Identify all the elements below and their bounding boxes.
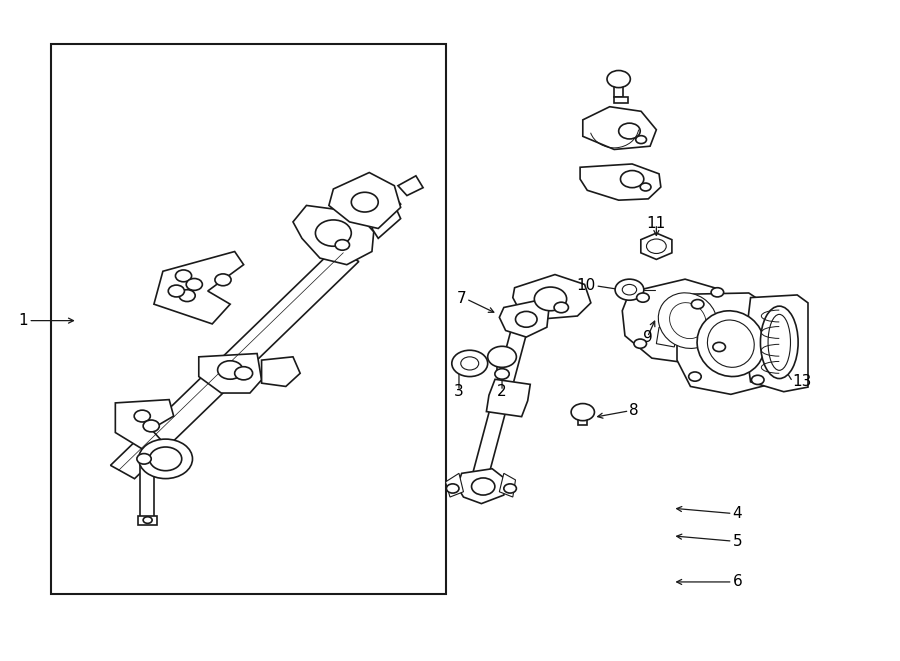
Polygon shape (469, 319, 530, 490)
Circle shape (636, 293, 649, 302)
Circle shape (179, 290, 195, 301)
Polygon shape (457, 469, 507, 504)
Polygon shape (641, 233, 672, 259)
Polygon shape (497, 357, 508, 372)
Text: 3: 3 (454, 383, 464, 399)
Polygon shape (486, 379, 530, 416)
Ellipse shape (760, 306, 798, 379)
Polygon shape (382, 199, 400, 214)
Circle shape (618, 123, 640, 139)
Polygon shape (583, 106, 656, 149)
Circle shape (472, 478, 495, 495)
Polygon shape (580, 164, 661, 200)
Circle shape (168, 285, 184, 297)
Bar (50, 44, 446, 594)
Text: 4: 4 (733, 506, 742, 521)
Polygon shape (500, 301, 549, 337)
Circle shape (235, 367, 253, 380)
Polygon shape (656, 327, 677, 347)
Circle shape (516, 311, 537, 327)
Circle shape (646, 239, 666, 253)
Ellipse shape (707, 320, 754, 368)
Circle shape (691, 299, 704, 309)
Circle shape (488, 346, 517, 368)
Text: 10: 10 (576, 278, 596, 293)
Circle shape (622, 284, 636, 295)
Polygon shape (140, 462, 154, 518)
Text: 9: 9 (643, 330, 652, 344)
Polygon shape (372, 209, 400, 239)
Circle shape (143, 420, 159, 432)
Text: 12: 12 (707, 354, 727, 369)
Polygon shape (614, 97, 627, 102)
Polygon shape (677, 293, 778, 395)
Polygon shape (500, 473, 516, 497)
Circle shape (634, 339, 646, 348)
Polygon shape (745, 295, 808, 392)
Polygon shape (614, 82, 623, 97)
Text: 13: 13 (793, 374, 812, 389)
Circle shape (218, 361, 243, 379)
Circle shape (186, 278, 202, 290)
Circle shape (535, 287, 567, 311)
Text: 11: 11 (647, 216, 666, 231)
Polygon shape (199, 354, 262, 393)
Polygon shape (328, 173, 400, 229)
Circle shape (495, 369, 509, 379)
Circle shape (713, 342, 725, 352)
Circle shape (572, 404, 595, 420)
Circle shape (620, 171, 643, 188)
Polygon shape (115, 400, 174, 449)
Circle shape (215, 274, 231, 286)
Circle shape (335, 240, 349, 251)
Circle shape (446, 484, 459, 493)
Circle shape (635, 136, 646, 143)
Circle shape (134, 410, 150, 422)
Circle shape (139, 439, 193, 479)
Text: 2: 2 (497, 383, 507, 399)
Polygon shape (111, 248, 359, 479)
Circle shape (615, 279, 644, 300)
Polygon shape (293, 206, 374, 264)
Circle shape (452, 350, 488, 377)
Text: 7: 7 (456, 292, 466, 307)
Circle shape (554, 302, 569, 313)
Text: 8: 8 (629, 403, 639, 418)
Ellipse shape (670, 303, 706, 338)
Circle shape (711, 288, 724, 297)
Polygon shape (154, 252, 244, 324)
Polygon shape (138, 516, 157, 525)
Polygon shape (579, 412, 588, 425)
Ellipse shape (768, 315, 790, 370)
Ellipse shape (658, 293, 717, 348)
Ellipse shape (698, 311, 765, 377)
Circle shape (504, 484, 517, 493)
Circle shape (143, 517, 152, 524)
Polygon shape (262, 357, 301, 387)
Circle shape (315, 220, 351, 247)
Circle shape (351, 192, 378, 212)
Circle shape (607, 71, 630, 88)
Text: 1: 1 (19, 313, 28, 328)
Circle shape (752, 375, 764, 385)
Circle shape (640, 183, 651, 191)
Polygon shape (513, 274, 591, 319)
Polygon shape (446, 473, 464, 497)
Text: 5: 5 (733, 533, 742, 549)
Circle shape (149, 447, 182, 471)
Circle shape (461, 357, 479, 370)
Polygon shape (398, 176, 423, 196)
Circle shape (137, 453, 151, 464)
Circle shape (176, 270, 192, 282)
Circle shape (688, 372, 701, 381)
Text: 6: 6 (733, 574, 742, 590)
Polygon shape (622, 279, 735, 364)
